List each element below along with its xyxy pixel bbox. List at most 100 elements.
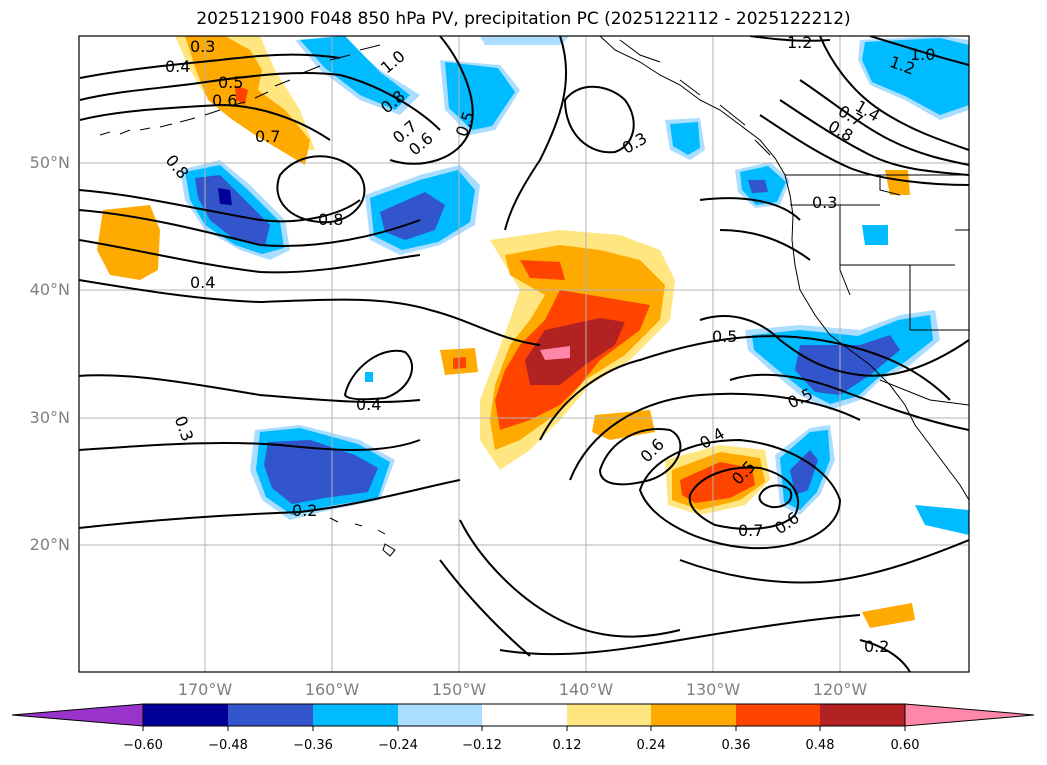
colorbar-swatch [398,704,482,726]
pv-contour-line [79,71,441,131]
pv-contour-line [729,373,969,431]
colorbar-tick-label: −0.24 [378,738,418,753]
pv-contour-line [699,315,969,377]
precip-positive-region [235,85,248,105]
colorbar-tick-label: −0.60 [123,738,163,753]
pv-contour-line [79,209,421,247]
pv-contour-line [869,36,969,66]
pv-contour-line [79,189,361,223]
pv-contour-line [79,279,541,346]
contour-label: 0.2 [864,637,889,656]
pv-contour-line [819,36,969,151]
pv-contour-line [343,349,414,401]
lat-label-50n: 50°N [29,153,70,172]
colorbar-tick-label: −0.36 [293,738,333,753]
lon-label-140w: 140°W [558,680,614,699]
colorbar-swatch [820,704,905,726]
pv-contour-line [79,103,331,141]
colorbar-swatch [143,704,228,726]
colorbar-swatch [228,704,313,726]
precip-negative-region [480,36,570,45]
colorbar-swatch [482,704,567,726]
precip-positive-region [185,36,310,165]
colorbar [11,703,1035,731]
precip-negative-region [748,180,768,193]
colorbar-swatch [736,704,820,726]
colorbar-extend-high [904,703,1035,727]
contour-label: 0.2 [292,501,317,520]
pv-contour-line [759,114,969,186]
colorbar-tick-label: 0.12 [552,738,582,753]
colorbar-tick-label: 0.48 [805,738,835,753]
lon-label-120w: 120°W [812,680,868,699]
precip-negative-region [445,62,515,130]
lat-label-20n: 20°N [29,535,70,554]
lon-label-150w: 150°W [431,680,487,699]
lon-label-130w: 130°W [685,680,741,699]
precip-negative-region [915,505,969,535]
contour-label: 0.4 [356,395,381,414]
pv-contours [79,36,969,672]
contour-label: 0.5 [218,73,243,92]
contour-label: 0.8 [318,210,343,229]
pv-contour-line [779,99,969,176]
hawaii-islands [329,517,396,557]
contour-label: 0.3 [812,193,837,212]
pv-contour-line [459,519,681,638]
pv-contour-line [569,392,861,481]
precip-negative-region [795,335,900,395]
contour-label: 0.6 [212,91,237,110]
contour-label: 0.3 [190,37,215,56]
pv-contour-line [749,36,831,42]
colorbar-swatch [313,704,398,726]
colorbar-tick-label: −0.12 [462,738,502,753]
precip-negative-region [670,122,700,155]
pv-contour-line [79,53,341,79]
contour-label: 0.4 [190,273,215,292]
precip-negative-region [218,188,232,205]
precip-positive-region [862,603,915,628]
contour-label: 1.0 [910,45,935,64]
pv-contour-line [563,85,635,154]
colorbar-ticks [142,726,906,731]
pv-contour-line [799,79,969,166]
lat-label-40n: 40°N [29,280,70,299]
precip-negative-region [862,225,888,245]
pv-contour-line [539,335,951,441]
pv-contour-line [79,374,421,404]
pv-contour-line [679,539,969,584]
precip-negative-region [264,440,378,504]
precip-positive-region [885,170,910,195]
lon-label-160w: 160°W [304,680,360,699]
colorbar-outline [142,703,906,727]
pv-contour-line [439,559,531,657]
pv-contour-line [499,614,861,656]
colorbar-tick-label: −0.48 [208,738,248,753]
pv-contour-line [389,36,474,165]
pv-contour-line [758,484,793,509]
pv-contour-line [504,36,568,231]
colorbar-tick-label: 0.36 [721,738,751,753]
colorbar-extend-low [11,703,144,727]
pv-contour-line [699,197,811,261]
contour-label: 0.7 [738,521,763,540]
precip-negative-region [790,450,818,495]
lat-label-30n: 30°N [29,408,70,427]
pv-contour-line [859,639,911,672]
colorbar-swatch [567,704,651,726]
map-title: 2025121900 F048 850 hPa PV, precipitatio… [196,9,851,29]
alaska-panhandle-islands [619,39,771,156]
precip-positive-region [540,346,570,360]
contour-label: 0.4 [165,57,190,76]
lon-label-170w: 170°W [177,680,233,699]
north-america-coastline [599,36,969,501]
coastlines [99,36,969,557]
precip-positive-region [680,462,755,503]
map-frame [78,35,970,673]
contour-label: 0.7 [255,127,280,146]
precip-negative-region [365,372,373,382]
precip-negative-region [195,175,270,245]
pv-contour-line [638,438,842,550]
pv-contour-line [79,439,421,451]
